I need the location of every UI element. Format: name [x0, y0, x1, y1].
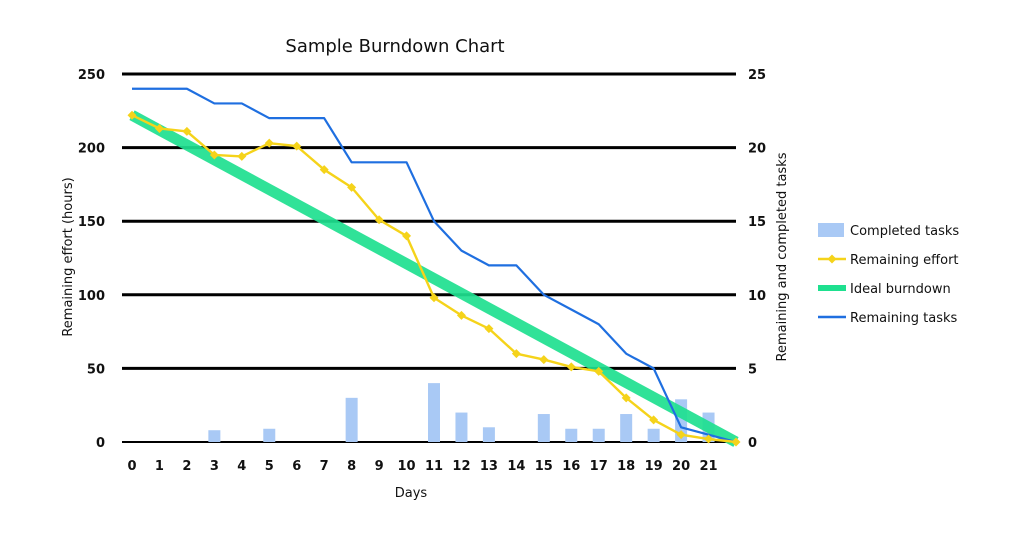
completed-tasks-bar	[620, 414, 633, 442]
remaining-effort-point	[484, 324, 494, 334]
completed-tasks-bar	[592, 428, 605, 442]
y-left-tick-label: 50	[87, 362, 105, 377]
x-tick-label: 5	[265, 459, 274, 474]
x-axis-label: Days	[395, 486, 428, 501]
remaining-effort-point	[511, 349, 521, 359]
remaining-tasks-line	[132, 87, 737, 444]
ideal-burndown-line	[129, 110, 739, 447]
remaining-effort-point	[402, 231, 412, 241]
remaining-effort-point	[704, 434, 714, 444]
x-tick-label: 3	[210, 459, 219, 474]
completed-tasks-bar	[537, 414, 550, 442]
remaining-effort-point	[676, 430, 686, 440]
x-tick-label: 17	[590, 459, 608, 474]
remaining-effort-point	[594, 366, 604, 376]
remaining-effort-point	[539, 355, 549, 365]
x-tick-label: 15	[535, 459, 553, 474]
x-tick-label: 14	[507, 459, 525, 474]
legend: Completed tasks Remaining effort Ideal bur…	[818, 223, 959, 326]
remaining-effort-point	[319, 165, 329, 175]
x-tick-label: 1	[155, 459, 164, 474]
remaining-effort-point	[182, 126, 192, 136]
legend-swatch-marker	[827, 254, 837, 264]
y-right-tick-label: 0	[748, 436, 757, 451]
completed-tasks-bar	[345, 397, 358, 442]
remaining-effort-point	[347, 182, 357, 192]
x-tick-label: 16	[562, 459, 580, 474]
legend-entry: Remaining tasks	[850, 311, 958, 326]
x-tick-label: 4	[237, 459, 246, 474]
remaining-effort-point	[292, 141, 302, 151]
x-tick-label: 6	[292, 459, 301, 474]
y-left-tick-label: 250	[78, 68, 105, 83]
x-tick-label: 7	[320, 459, 329, 474]
x-tick-label: 8	[347, 459, 356, 474]
legend-entry: Ideal burndown	[850, 282, 951, 297]
remaining-effort-point	[237, 151, 247, 161]
x-tick-label: 2	[182, 459, 191, 474]
series-lines	[127, 87, 741, 447]
chart-title: Sample Burndown Chart	[285, 36, 504, 57]
x-tick-label: 10	[397, 459, 415, 474]
completed-tasks-bar	[565, 428, 578, 442]
remaining-effort-point	[209, 150, 219, 160]
y-axis-label-left: Remaining effort (hours)	[61, 177, 76, 336]
x-tick-label: 20	[672, 459, 690, 474]
remaining-effort-point	[127, 110, 137, 120]
y-left-tick-label: 100	[78, 289, 105, 304]
x-tick-label: 13	[480, 459, 498, 474]
y-left-tick-label: 0	[96, 436, 105, 451]
grid-lines	[122, 72, 736, 443]
x-tick-label: 21	[699, 459, 717, 474]
legend-swatch-completed-tasks	[818, 223, 844, 237]
y-left-tick-label: 150	[78, 215, 105, 230]
remaining-effort-point	[566, 362, 576, 372]
x-tick-label: 18	[617, 459, 635, 474]
y-right-tick-label: 20	[748, 142, 766, 157]
y-right-tick-label: 5	[748, 362, 757, 377]
legend-entry: Completed tasks	[850, 224, 959, 239]
y-right-tick-label: 10	[748, 289, 766, 304]
x-tick-label: 0	[127, 459, 136, 474]
x-tick-label: 9	[375, 459, 384, 474]
x-tick-label: 12	[452, 459, 470, 474]
completed-tasks-bar	[482, 427, 495, 442]
remaining-effort-point	[154, 123, 164, 133]
y-right-tick-label: 15	[748, 215, 766, 230]
remaining-effort-point	[731, 437, 741, 447]
x-tick-label: 11	[425, 459, 443, 474]
y-left-tick-label: 200	[78, 142, 105, 157]
y-right-tick-label: 25	[748, 68, 766, 83]
remaining-effort-point	[374, 215, 384, 225]
remaining-effort-point	[621, 393, 631, 403]
remaining-effort-point	[649, 415, 659, 425]
completed-tasks-bar	[455, 412, 468, 442]
completed-tasks-bar	[428, 383, 440, 442]
x-tick-label: 19	[645, 459, 663, 474]
remaining-effort-point	[264, 138, 274, 148]
completed-tasks-bar	[647, 428, 660, 442]
y-axis-label-right: Remaining and completed tasks	[775, 152, 790, 361]
legend-entry: Remaining effort	[850, 253, 959, 268]
completed-tasks-bar	[208, 430, 221, 442]
remaining-effort-point	[456, 310, 466, 320]
completed-tasks-bar	[263, 428, 276, 442]
remaining-effort-point	[429, 293, 439, 303]
